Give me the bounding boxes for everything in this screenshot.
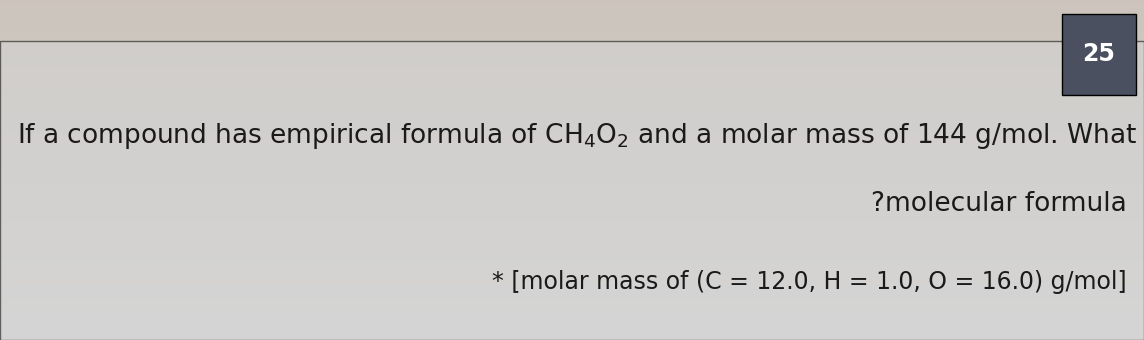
Text: * [molar mass of (C = 12.0, H = 1.0, O = 16.0) g/mol]: * [molar mass of (C = 12.0, H = 1.0, O =… [492, 270, 1127, 294]
FancyBboxPatch shape [0, 41, 1144, 340]
FancyBboxPatch shape [1062, 14, 1136, 95]
Text: 25: 25 [1082, 42, 1115, 66]
Text: If a compound has empirical formula of $\mathrm{CH_4O_2}$ and a molar mass of 14: If a compound has empirical formula of $… [17, 121, 1144, 151]
Text: ?molecular formula: ?molecular formula [871, 191, 1127, 217]
